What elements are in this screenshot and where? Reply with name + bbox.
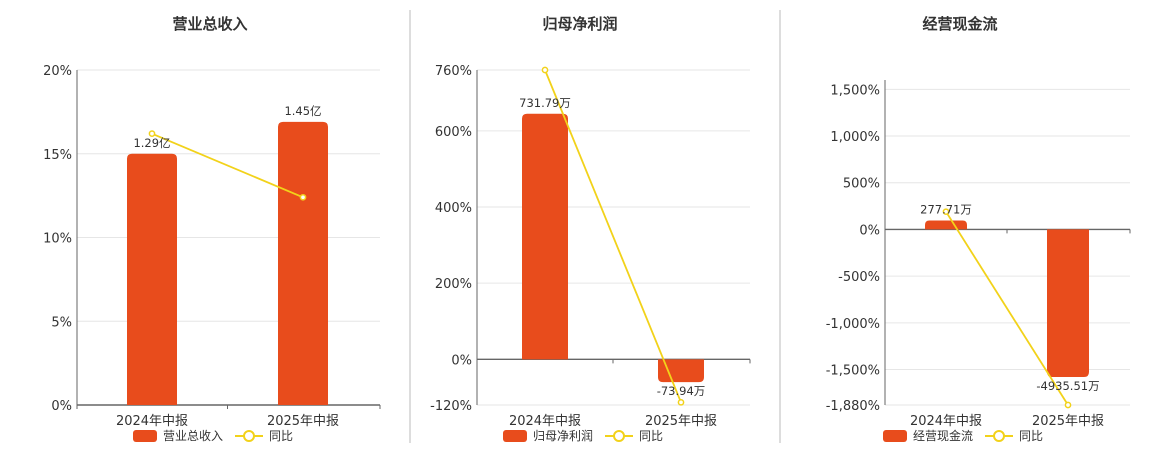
category-label: 2024年中报	[509, 414, 581, 429]
y-tick-label: 1,500%	[830, 83, 880, 98]
y-tick-label: 5%	[51, 315, 72, 330]
line-series	[541, 66, 685, 406]
line-series	[148, 130, 307, 201]
y-tick-label: 0%	[51, 399, 72, 414]
legend-line-marker	[243, 430, 255, 442]
legend-line-label: 同比	[269, 429, 293, 443]
trend-line	[544, 69, 682, 403]
y-tick-label: -120%	[430, 399, 472, 414]
y-tick-label: 15%	[43, 148, 72, 163]
bar	[278, 121, 328, 406]
bar-series	[127, 121, 328, 406]
category-label: 2025年中报	[267, 414, 339, 429]
y-tick-label: 760%	[435, 64, 472, 79]
legend-line-label: 同比	[1019, 429, 1043, 443]
chart-net-profit: 归母净利润 2024年中报 2025年中报 归母净利润 同比 -120% 0% 20…	[430, 15, 751, 443]
legend-bar-label: 营业总收入	[163, 429, 223, 443]
trend-point	[148, 130, 156, 137]
legend-bar-swatch	[503, 430, 527, 442]
legend-line-marker	[993, 430, 1005, 442]
y-tick-label: 200%	[435, 277, 472, 292]
data-label: -4935.51万	[1036, 379, 1099, 393]
data-label: 1.29亿	[133, 136, 170, 150]
y-tick-label: -500%	[838, 270, 880, 285]
category-label: 2024年中报	[116, 414, 188, 429]
chart-operating-cashflow: 经营现金流 2024年中报 2025年中报 经营现金流 同比 -1,880%-1…	[826, 15, 1131, 443]
trend-point	[541, 66, 549, 74]
data-label: 277.71万	[920, 203, 972, 217]
y-tick-labels: -1,880% -1,500% -1,000% -500% 0% 500% 1,000% 1,…	[826, 83, 880, 414]
trend-point	[1064, 401, 1072, 409]
y-tick-label: 600%	[435, 125, 472, 140]
trend-line	[945, 211, 1069, 406]
y-tick-labels: -120% 0% 200% 400% 600% 760%	[430, 64, 472, 414]
data-label: 1.45亿	[284, 104, 321, 118]
gridlines	[885, 88, 1130, 406]
legend-bar-swatch	[883, 430, 907, 442]
bar	[522, 113, 568, 360]
trend-point	[942, 208, 950, 216]
data-label: -73.94万	[657, 384, 706, 398]
y-tick-label: 20%	[43, 64, 72, 79]
y-tick-labels: 0% 5% 10% 15% 20%	[43, 64, 72, 414]
chart-title: 营业总收入	[172, 15, 247, 33]
category-label: 2025年中报	[1032, 414, 1104, 429]
y-tick-label: -1,000%	[826, 317, 880, 332]
data-labels: 731.79万 -73.94万	[519, 96, 705, 398]
legend-bar-label: 归母净利润	[533, 429, 593, 443]
chart-title: 归母净利润	[542, 15, 617, 33]
bar-series	[925, 220, 1089, 377]
bar	[1047, 229, 1089, 377]
category-label: 2025年中报	[645, 414, 717, 429]
data-labels: 1.29亿 1.45亿	[133, 104, 321, 150]
legend-line-marker	[613, 430, 625, 442]
chart-title: 经营现金流	[922, 15, 997, 33]
data-label: 731.79万	[519, 96, 571, 110]
trend-point	[677, 398, 685, 406]
y-tick-label: 0%	[451, 353, 472, 368]
gridlines	[77, 69, 380, 322]
y-tick-label: 0%	[859, 223, 880, 238]
trend-point	[299, 193, 307, 201]
legend-bar-label: 经营现金流	[913, 428, 973, 443]
line-series	[942, 208, 1072, 409]
trend-line	[151, 132, 304, 199]
bar	[925, 220, 967, 230]
y-tick-label: 10%	[43, 232, 72, 247]
category-label: 2024年中报	[910, 414, 982, 429]
y-tick-label: 400%	[435, 201, 472, 216]
y-tick-label: 1,000%	[830, 130, 880, 145]
data-labels: 277.71万 -4935.51万	[920, 203, 1099, 393]
y-tick-label: -1,500%	[826, 364, 880, 379]
bar-series	[522, 113, 704, 383]
legend-bar-swatch	[133, 430, 157, 442]
legend-line-label: 同比	[639, 429, 663, 443]
y-tick-label: 500%	[843, 177, 880, 192]
bar	[127, 153, 177, 405]
chart-revenue: 营业总收入 2024年中报 2025年中报 营业总收入 同比 0% 5% 10% 15…	[43, 15, 381, 443]
y-tick-label: -1,880%	[826, 399, 880, 414]
